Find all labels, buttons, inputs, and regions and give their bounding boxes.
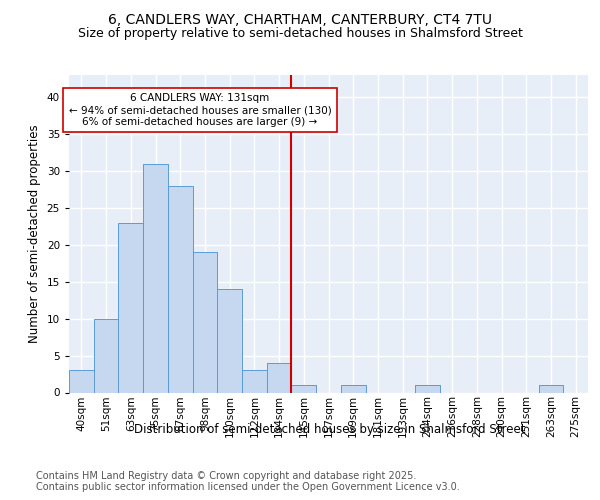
Bar: [267, 363, 292, 392]
Bar: [118, 222, 143, 392]
Bar: [94, 318, 118, 392]
Bar: [193, 252, 217, 392]
Bar: [292, 385, 316, 392]
Bar: [415, 385, 440, 392]
Y-axis label: Number of semi-detached properties: Number of semi-detached properties: [28, 124, 41, 343]
Text: Distribution of semi-detached houses by size in Shalmsford Street: Distribution of semi-detached houses by …: [134, 422, 526, 436]
Bar: [341, 385, 365, 392]
Bar: [242, 370, 267, 392]
Text: Contains HM Land Registry data © Crown copyright and database right 2025.
Contai: Contains HM Land Registry data © Crown c…: [36, 471, 460, 492]
Text: Size of property relative to semi-detached houses in Shalmsford Street: Size of property relative to semi-detach…: [77, 28, 523, 40]
Text: 6 CANDLERS WAY: 131sqm
← 94% of semi-detached houses are smaller (130)
6% of sem: 6 CANDLERS WAY: 131sqm ← 94% of semi-det…: [68, 94, 331, 126]
Bar: [69, 370, 94, 392]
Text: 6, CANDLERS WAY, CHARTHAM, CANTERBURY, CT4 7TU: 6, CANDLERS WAY, CHARTHAM, CANTERBURY, C…: [108, 12, 492, 26]
Bar: [539, 385, 563, 392]
Bar: [168, 186, 193, 392]
Bar: [143, 164, 168, 392]
Bar: [217, 289, 242, 393]
